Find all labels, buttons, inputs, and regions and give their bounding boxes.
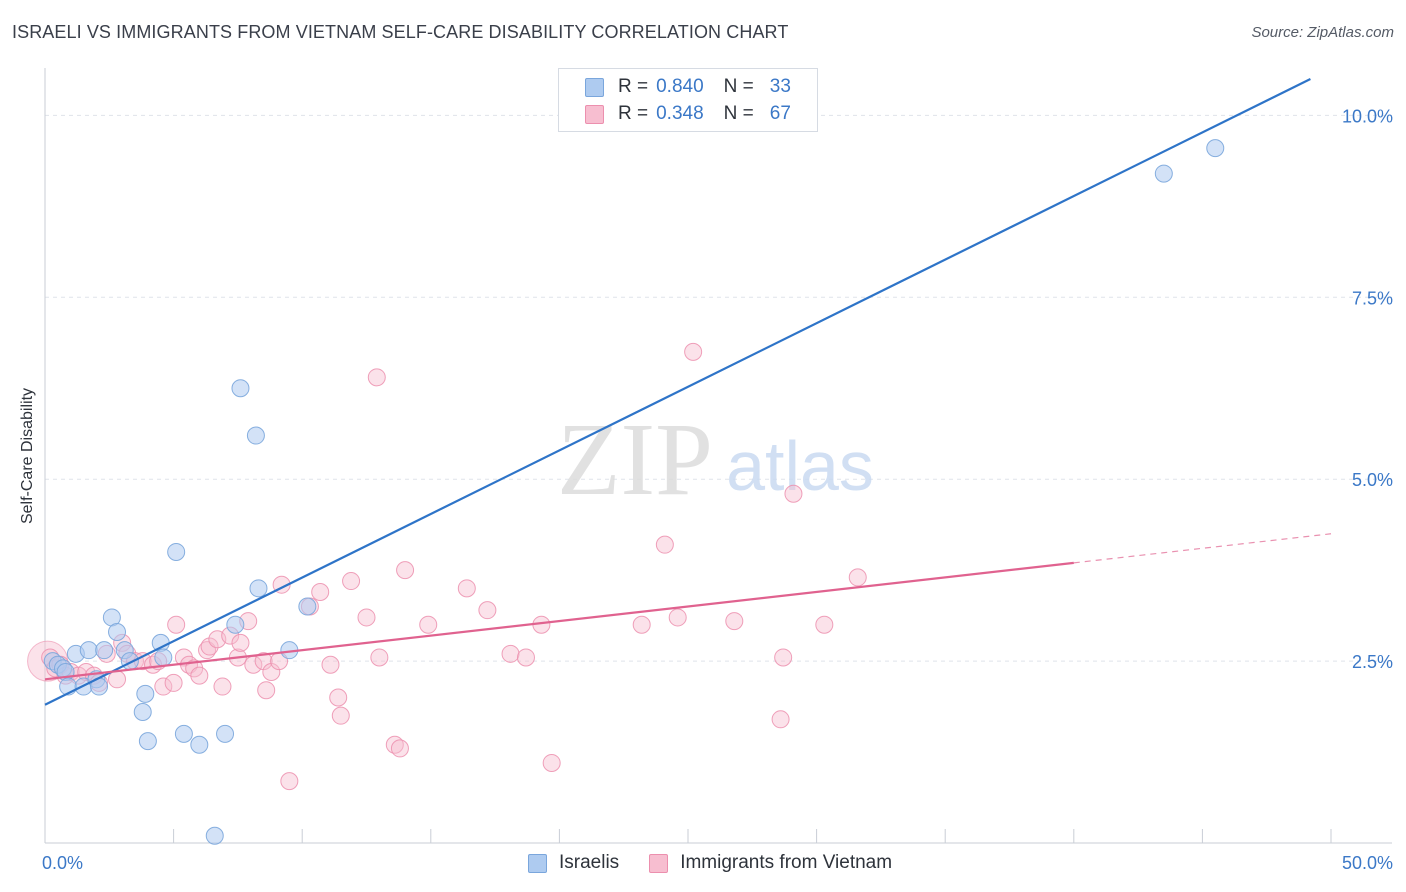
point-israelis <box>226 615 245 634</box>
point-vietnam <box>542 753 561 772</box>
point-vietnam <box>311 582 330 601</box>
point-vietnam <box>774 648 793 667</box>
point-vietnam <box>154 677 173 696</box>
series-israelis-points <box>43 139 1225 845</box>
point-israelis <box>249 579 268 598</box>
legend-n-value: 33 <box>769 76 791 97</box>
point-vietnam <box>321 655 340 674</box>
legend-r-value: 0.840 <box>656 76 704 97</box>
point-vietnam <box>167 615 186 634</box>
x-tick-label-max: 50.0% <box>1342 853 1393 873</box>
point-israelis <box>1154 164 1173 183</box>
trend-line-vietnam <box>44 561 1074 681</box>
trend-line-vietnam-extrapolated <box>1073 533 1332 564</box>
point-israelis <box>136 684 155 703</box>
point-vietnam <box>848 568 867 587</box>
point-vietnam <box>231 633 250 652</box>
point-israelis <box>120 652 139 671</box>
point-vietnam <box>725 612 744 631</box>
legend-label-vietnam: Immigrants from Vietnam <box>680 852 893 873</box>
point-israelis <box>95 641 114 660</box>
point-israelis <box>133 703 152 722</box>
source-label: Source: ZipAtlas.com <box>1251 24 1394 41</box>
point-vietnam <box>396 561 415 580</box>
legend-r-label: R = <box>618 76 649 97</box>
legend-label-israelis: Israelis <box>559 852 620 873</box>
series-vietnam-points <box>27 342 867 791</box>
point-vietnam <box>457 579 476 598</box>
point-israelis <box>79 641 98 660</box>
grid <box>45 114 1392 662</box>
point-vietnam <box>200 637 219 656</box>
point-vietnam <box>164 673 183 692</box>
point-vietnam <box>257 681 276 700</box>
legend-swatch-blue <box>528 853 547 873</box>
y-tick-label: 10.0% <box>1342 106 1393 126</box>
point-israelis <box>205 826 224 845</box>
point-israelis <box>174 724 193 743</box>
watermark: ZIP atlas <box>557 402 874 517</box>
point-israelis <box>138 732 157 751</box>
watermark-zip: ZIP <box>557 402 713 517</box>
point-israelis <box>1206 139 1225 158</box>
legend-n-label: N = <box>723 103 754 124</box>
point-vietnam <box>367 368 386 387</box>
point-vietnam <box>632 615 651 634</box>
point-vietnam <box>331 706 350 725</box>
legend-swatch-blue <box>585 77 604 97</box>
point-vietnam <box>385 735 404 754</box>
axes <box>44 68 1392 844</box>
point-vietnam <box>357 608 376 627</box>
point-vietnam <box>370 648 389 667</box>
legend-row-israelis: R = 0.840 N = 33 <box>585 74 791 100</box>
point-vietnam <box>668 608 687 627</box>
point-vietnam <box>501 644 520 663</box>
x-tick-label-min: 0.0% <box>42 853 83 873</box>
point-israelis <box>216 724 235 743</box>
legend-row-vietnam: R = 0.348 N = 67 <box>585 101 791 127</box>
legend-item-israelis[interactable]: Israelis <box>528 852 619 874</box>
y-tick-label: 2.5% <box>1352 652 1393 672</box>
point-israelis <box>108 622 127 641</box>
point-vietnam <box>390 739 409 758</box>
legend-swatch-pink <box>649 853 669 873</box>
point-vietnam <box>478 601 497 620</box>
point-israelis <box>298 597 317 616</box>
legend-stats: R = 0.840 N = 33 R = 0.348 N = 67 <box>558 68 818 132</box>
point-vietnam <box>771 710 790 729</box>
trend-lines <box>44 78 1332 706</box>
point-israelis <box>231 379 250 398</box>
point-vietnam <box>190 666 209 685</box>
point-vietnam <box>655 535 674 554</box>
point-vietnam <box>329 688 348 707</box>
legend-r-label: R = <box>618 103 649 124</box>
point-vietnam <box>213 677 232 696</box>
y-axis-label: Self-Care Disability <box>19 387 36 525</box>
point-israelis <box>154 648 173 667</box>
chart-title: ISRAELI VS IMMIGRANTS FROM VIETNAM SELF-… <box>12 22 789 42</box>
point-vietnam <box>419 615 438 634</box>
bottom-legend: Israelis Immigrants from Vietnam <box>528 852 922 874</box>
point-vietnam <box>342 572 361 591</box>
y-tick-label: 7.5% <box>1352 288 1393 308</box>
point-vietnam <box>784 484 803 503</box>
legend-n-label: N = <box>723 76 754 97</box>
legend-swatch-pink <box>585 104 604 124</box>
point-vietnam <box>684 342 703 361</box>
point-israelis <box>190 735 209 754</box>
point-vietnam <box>516 648 535 667</box>
point-israelis <box>167 542 186 561</box>
point-israelis <box>246 426 265 445</box>
legend-item-vietnam[interactable]: Immigrants from Vietnam <box>649 852 892 874</box>
point-vietnam <box>108 670 127 689</box>
point-vietnam <box>280 772 299 791</box>
tick-labels: 2.5% 5.0% 7.5% 10.0% 0.0% 50.0% <box>42 106 1393 873</box>
point-vietnam <box>815 615 834 634</box>
trend-line-israelis <box>44 78 1311 706</box>
y-tick-label: 5.0% <box>1352 470 1393 490</box>
watermark-atlas: atlas <box>726 427 874 505</box>
legend-r-value: 0.348 <box>656 103 704 124</box>
legend-n-value: 67 <box>769 103 791 124</box>
